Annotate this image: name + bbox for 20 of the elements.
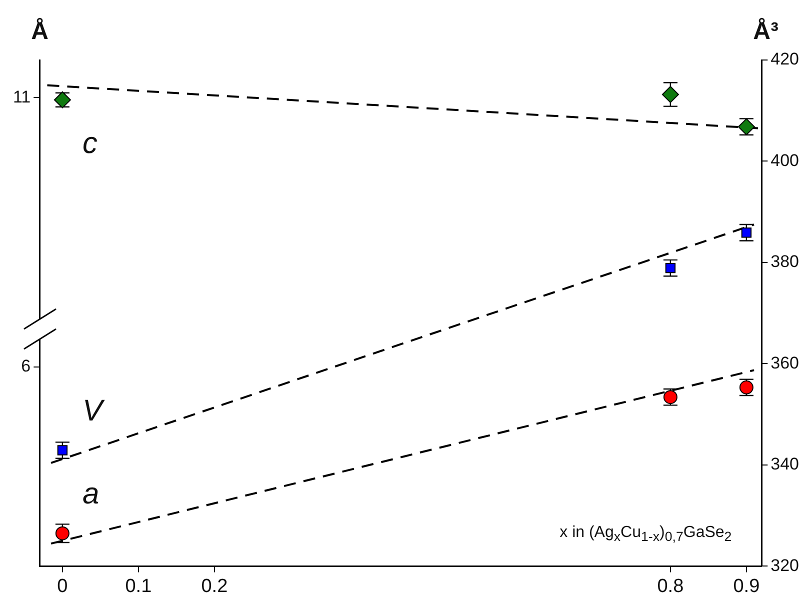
y-tick-label: 11 bbox=[12, 87, 31, 106]
x-tick-label: 0.2 bbox=[201, 576, 228, 597]
series-label: a bbox=[82, 478, 100, 511]
y2-axis-title: Å³ bbox=[753, 18, 778, 46]
y2-tick-label: 340 bbox=[770, 454, 800, 474]
y-tick-label: 6 bbox=[21, 356, 31, 376]
y2-tick-label: 360 bbox=[770, 353, 800, 372]
x-tick-label: 0.1 bbox=[125, 576, 152, 597]
series-label: V bbox=[82, 394, 106, 428]
y2-tick-label: 420 bbox=[770, 50, 800, 69]
x-tick-label: 0.8 bbox=[657, 576, 684, 597]
y-axis-title: Å bbox=[31, 18, 48, 46]
y2-tick-label: 380 bbox=[770, 252, 800, 272]
y2-tick-label: 400 bbox=[770, 150, 800, 170]
x-tick-label: 0.9 bbox=[733, 576, 760, 597]
x-axis-title: x in (Ag$_{x}$Cu$_{1-x}$)$_{0,7}$GaSe$_{2}$ bbox=[560, 524, 732, 544]
series-label: c bbox=[82, 127, 98, 160]
y2-tick-label: 320 bbox=[770, 556, 800, 575]
point bbox=[662, 86, 679, 103]
x-tick-label: 0 bbox=[57, 576, 68, 597]
